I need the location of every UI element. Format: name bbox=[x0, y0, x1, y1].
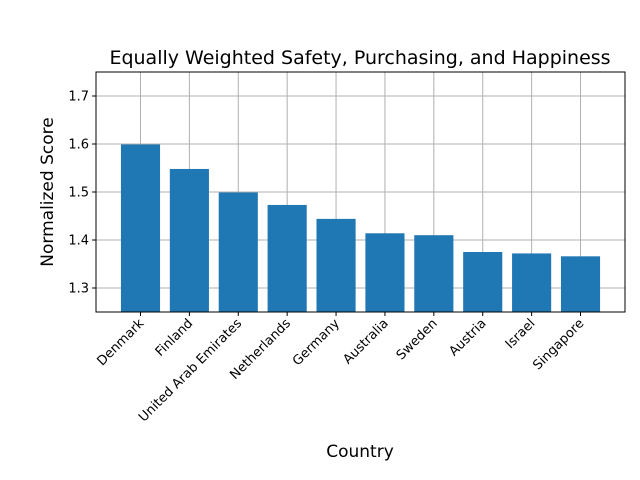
x-tick-label: Singapore bbox=[530, 316, 587, 373]
bar bbox=[120, 144, 161, 312]
bar bbox=[365, 233, 405, 312]
y-tick-label: 1.7 bbox=[68, 90, 89, 105]
x-axis-label: Country bbox=[326, 442, 394, 462]
bar bbox=[218, 192, 258, 312]
bars-layer bbox=[120, 144, 601, 312]
x-tick-label: Denmark bbox=[94, 316, 147, 369]
bar bbox=[512, 253, 552, 312]
x-tick-label: Finland bbox=[153, 316, 196, 359]
bar bbox=[414, 235, 454, 312]
y-tick-label: 1.5 bbox=[68, 186, 89, 201]
x-tick-label: Australia bbox=[340, 316, 391, 367]
y-tick-label: 1.6 bbox=[68, 138, 89, 153]
bar bbox=[169, 168, 209, 312]
y-tick-label: 1.3 bbox=[68, 282, 89, 297]
bar bbox=[316, 218, 356, 312]
y-axis-label: Normalized Score bbox=[38, 117, 58, 266]
y-tick-label: 1.4 bbox=[68, 234, 89, 249]
bar bbox=[463, 252, 503, 312]
chart-title: Equally Weighted Safety, Purchasing, and… bbox=[109, 47, 610, 69]
x-tick-label: Germany bbox=[290, 316, 343, 369]
x-tick-label: Israel bbox=[503, 316, 539, 352]
x-tick-label: Austria bbox=[446, 316, 489, 359]
y-axis-ticks: 1.3 1.4 1.5 1.6 1.7 bbox=[68, 90, 96, 297]
bar bbox=[560, 256, 601, 312]
bar bbox=[267, 204, 307, 312]
x-tick-label: Sweden bbox=[394, 316, 441, 363]
